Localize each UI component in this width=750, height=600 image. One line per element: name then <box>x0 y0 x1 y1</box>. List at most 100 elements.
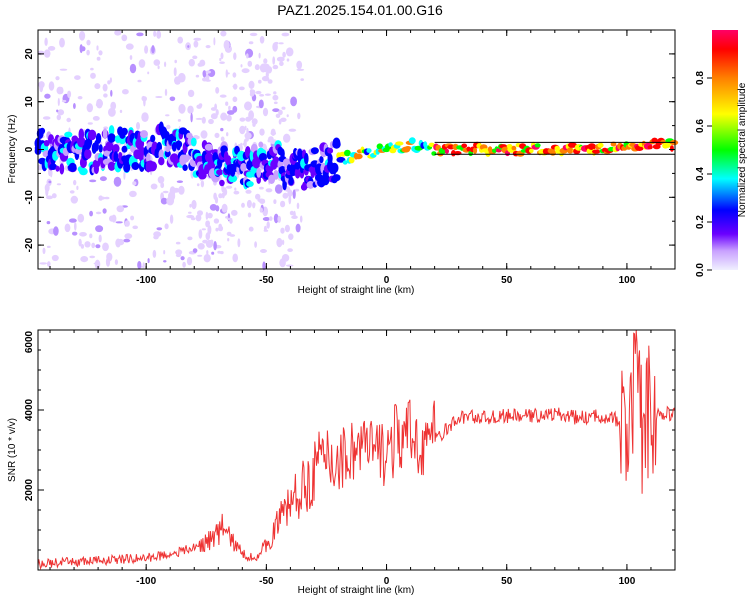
spectrogram-noise-cell <box>180 256 185 261</box>
spectrogram-cell <box>98 144 103 153</box>
colorbar-tick-label: 0.0 <box>695 263 706 277</box>
snr-x-tick-label: 100 <box>619 576 636 587</box>
spectrogram-noise-cell <box>226 114 232 122</box>
spectrogram-noise-cell <box>99 176 107 182</box>
spectrogram-noise-cell <box>121 34 128 42</box>
spectrogram-noise-cell <box>153 59 161 66</box>
spectrogram-noise-cell <box>276 56 285 62</box>
spectrogram-noise-cell <box>210 107 217 111</box>
spectrogram-noise-cell <box>176 180 183 183</box>
spectrogram-y-label: Frequency (Hz) <box>7 115 18 184</box>
spectrogram-cell <box>64 131 73 138</box>
snr-y-tick-label: 4000 <box>24 398 35 421</box>
spectrogram-noise-cell <box>178 103 186 114</box>
spectrogram-cell <box>121 145 128 153</box>
spectrogram-noise-cell <box>95 103 100 107</box>
spectrogram-noise-cell <box>245 189 252 194</box>
spectrogram-noise-cell <box>244 132 252 140</box>
spectrogram-noise-cell <box>128 152 132 156</box>
spectrogram-noise-cell <box>239 117 246 122</box>
spectrogram-cell <box>244 146 251 159</box>
spectrogram-noise-cell <box>226 132 229 137</box>
spectrogram-cell <box>256 175 262 184</box>
spectrogram-cell <box>466 146 471 152</box>
spectrogram-noise-cell <box>239 125 246 135</box>
spectrogram-noise-cell <box>166 196 175 206</box>
spectrogram-noise-cell <box>241 68 250 74</box>
spectrogram-cell <box>228 174 238 183</box>
spectrogram-noise-cell <box>262 261 266 271</box>
spectrogram-noise-cell <box>80 256 89 263</box>
snr-series-line <box>37 329 676 571</box>
spectrogram-noise-cell <box>247 212 252 218</box>
spectrogram-noise-cell <box>225 101 229 106</box>
spectrogram-noise-cell <box>274 41 279 45</box>
spectrogram-noise-cell <box>163 250 166 255</box>
spectrogram-noise-cell <box>202 70 207 78</box>
spectrogram-noise-cell <box>157 176 165 184</box>
spectrogram-cell <box>444 148 449 154</box>
spectrogram-noise-cell <box>278 42 284 45</box>
spectrogram-noise-cell <box>237 238 241 248</box>
spectrogram-noise-cell <box>244 125 247 131</box>
spectrogram-noise-cell <box>89 255 96 259</box>
spectrogram-noise-cell <box>294 188 300 192</box>
spectrogram-noise-cell <box>240 64 243 68</box>
spectrogram-cell <box>150 134 156 143</box>
spectrogram-cell <box>138 146 146 156</box>
spectrogram-noise-cell <box>196 104 202 109</box>
spectrogram-noise-cell <box>160 182 165 189</box>
spectrogram-noise-cell <box>51 193 57 199</box>
spectrogram-noise-cell <box>260 249 267 253</box>
spectrogram-noise-cell <box>215 205 220 212</box>
spectrogram-noise-cell <box>227 110 235 115</box>
spectrogram-noise-cell <box>263 58 268 64</box>
spectrogram-noise-cell <box>219 57 222 62</box>
spectrogram-noise-cell <box>280 117 287 123</box>
spectrogram-y-tick-label: 0 <box>24 146 35 152</box>
spectrogram-cell <box>306 181 315 189</box>
spectrogram-noise-cell <box>275 113 281 119</box>
spectrogram-noise-cell <box>288 128 297 132</box>
spectrogram-noise-cell <box>150 183 158 190</box>
spectrogram-noise-cell <box>119 109 123 113</box>
spectrogram-noise-cell <box>59 86 64 95</box>
spectrogram-cell <box>140 130 148 139</box>
spectrogram-cell <box>182 164 188 171</box>
snr-x-ticks: -100 -50 0 50 100 <box>49 330 676 587</box>
spectrogram-noise-cell <box>164 88 168 96</box>
spectrogram-cell <box>592 149 601 154</box>
spectrogram-noise-cell <box>89 179 97 183</box>
spectrogram-noise-cell <box>220 136 225 142</box>
spectrogram-noise-cell <box>124 220 130 227</box>
spectrogram-cell <box>395 141 404 146</box>
spectrogram-cell <box>87 129 97 141</box>
spectrogram-noise-cell <box>129 190 137 198</box>
spectrogram-noise-cell <box>281 254 290 262</box>
spectrogram-noise-cell <box>136 122 140 130</box>
spectrogram-noise-cell <box>300 78 305 81</box>
snr-y-tick-label: 2000 <box>24 478 35 501</box>
spectrogram-noise-cell <box>51 254 59 262</box>
colorbar: 0.0 0.2 0.4 0.6 0.8 Normalized spectral ampl… <box>695 30 748 277</box>
spectrogram-noise-cell <box>177 119 181 122</box>
spectrogram-noise-cell <box>94 83 101 90</box>
spectrogram-noise-cell <box>272 108 280 113</box>
spectrogram-noise-cell <box>80 244 85 249</box>
spectrogram-noise-cell <box>86 49 90 56</box>
spectrogram-cell <box>566 147 574 154</box>
spectrogram-noise-cell <box>220 127 224 132</box>
spectrogram-noise-cell <box>57 97 60 107</box>
spectrogram-cell <box>74 147 84 155</box>
spectrogram-noise-cell <box>259 207 263 213</box>
spectrogram-noise-cell <box>206 220 210 227</box>
spectrogram-noise-cell <box>277 215 282 223</box>
spectrogram-noise-cell <box>205 70 211 74</box>
spectrogram-cell <box>43 140 50 147</box>
spectrogram-noise-cell <box>196 183 200 187</box>
spectrogram-noise-cell <box>195 214 202 222</box>
snr-frame <box>37 329 676 571</box>
spectrogram-noise-cell <box>225 216 229 219</box>
spectrogram-cell <box>353 153 363 160</box>
spectrogram-noise-cell <box>232 96 238 103</box>
